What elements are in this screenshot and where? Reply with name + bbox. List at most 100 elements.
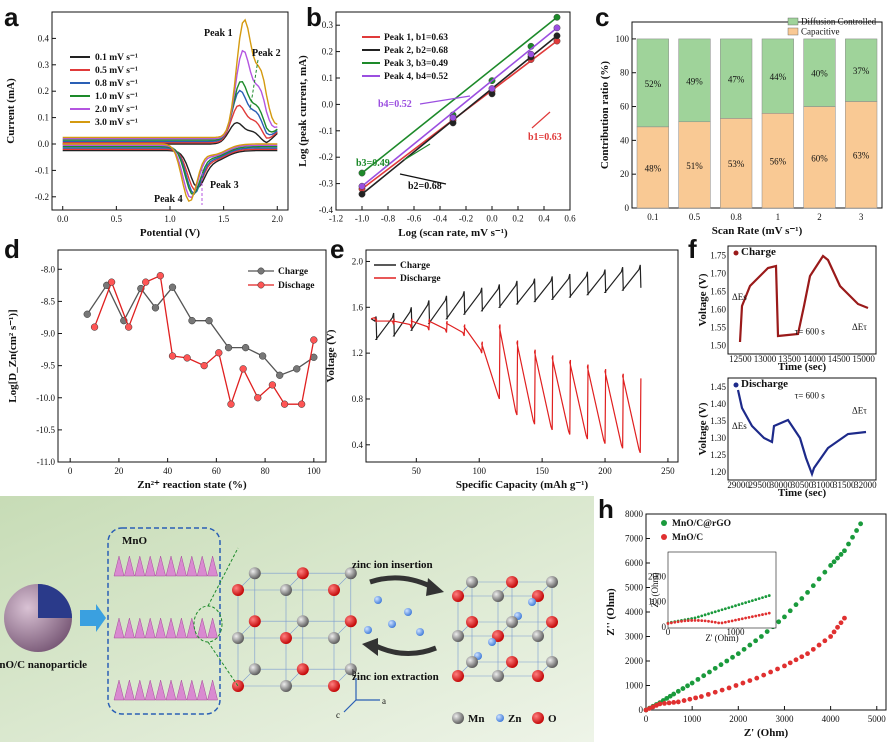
panel-f-top-curve xyxy=(738,254,869,343)
panel-h-point xyxy=(675,699,681,705)
panel-a-ytick-label: 0.3 xyxy=(38,60,50,70)
panel-g-o-atom xyxy=(280,632,292,644)
panel-h-inset-point xyxy=(754,614,758,618)
panel-g-octahedron xyxy=(124,617,135,639)
panel-b-point xyxy=(358,190,366,198)
panel-h-point xyxy=(822,638,828,644)
panel-h-inset-point xyxy=(703,619,707,623)
panel-c-legend-label: Capacitive xyxy=(801,27,839,37)
panel-f-top-xtick-label: 13500 xyxy=(778,354,801,364)
panel-h-point xyxy=(810,646,816,652)
panel-g-nanoparticle-cut xyxy=(38,584,72,618)
panel-h-point xyxy=(753,638,759,644)
panel-h-point xyxy=(671,700,677,705)
panel-a-cv-chart: 0.0 0.5 1.0 1.5 2.0 -0.2 -0.1 0.0 0.1 0.2 0.3 0.4 Po… xyxy=(5,11,289,239)
panel-h-inset-point xyxy=(676,620,680,624)
panel-a-xtick-label: 2.0 xyxy=(272,214,284,224)
panel-h-inset-xtick: 0 xyxy=(666,627,671,637)
panel-g-mno-label: MnO xyxy=(122,535,148,547)
panel-h-inset-xlabel: Z' (Ohm) xyxy=(705,633,738,643)
panel-g-octahedron xyxy=(155,679,166,701)
panel-h-inset-ytick: 2000 xyxy=(648,571,667,581)
panel-b-ylabel: Log (peak current, mA) xyxy=(297,55,309,167)
panel-c-bar-capacitive xyxy=(720,118,753,209)
panel-g-mn-atom xyxy=(232,632,244,644)
panel-b-point xyxy=(449,114,457,122)
panel-d-ytick-label: -8.5 xyxy=(41,296,56,306)
panel-h-inset-point xyxy=(717,621,721,625)
panel-h-point xyxy=(854,528,859,533)
panel-b-point xyxy=(553,24,561,32)
panel-d-point xyxy=(241,343,250,352)
panel-h-point xyxy=(689,680,695,686)
panel-f-top-legend-label: Charge xyxy=(741,246,776,258)
panel-h-inset-point xyxy=(727,606,731,610)
panel-c-ytick-label: 100 xyxy=(616,34,630,44)
panel-g-octahedron xyxy=(113,679,125,701)
panel-c-bar-capacitive xyxy=(636,126,669,209)
panel-d-point xyxy=(151,304,160,312)
panel-g-free-zn-ion xyxy=(388,620,396,628)
panel-h-point xyxy=(846,541,851,547)
panel-f-top-xtick-label: 12500 xyxy=(729,354,752,364)
panel-g-o-atom xyxy=(506,576,518,588)
panel-h-ytick-label: 0 xyxy=(639,705,644,715)
panel-d-point xyxy=(142,278,150,286)
panel-a-xtick-label: 0.5 xyxy=(111,214,123,224)
panel-f-top-ytick-label: 1.65 xyxy=(710,287,726,297)
panel-a-ytick-label: 0.2 xyxy=(38,86,49,96)
panel-a-series-3-cathodic xyxy=(62,147,278,195)
panel-h-point xyxy=(707,669,712,675)
panel-b-annot-arrow xyxy=(399,173,447,185)
panel-letter-a: a xyxy=(4,2,19,32)
panel-b-xtick-label: 0.2 xyxy=(512,214,523,224)
panel-c-bar-diffusion xyxy=(636,38,669,128)
panel-f-bottom-xtick-label: 31000 xyxy=(812,480,835,490)
panel-a-xtick-label: 1.5 xyxy=(218,214,230,224)
panel-g-legend-o: O xyxy=(548,713,557,725)
panel-g-legend-o-marker xyxy=(532,712,544,724)
panel-d-series-line-1 xyxy=(86,283,315,377)
panel-b-annot-arrow xyxy=(419,95,471,105)
panel-g-legend-zn-marker xyxy=(496,714,504,722)
panel-h-point xyxy=(695,676,701,682)
panel-f-top-tau-label: τ= 600 s xyxy=(795,327,826,337)
panel-b-xtick-label: 0.6 xyxy=(564,214,576,224)
panel-g-mn-atom xyxy=(546,576,558,588)
panel-f-bottom-xtick-label: 29500 xyxy=(748,480,771,490)
panel-b-point xyxy=(488,85,496,92)
panel-g-extraction-arrow xyxy=(374,643,437,656)
panel-g-octahedron xyxy=(196,555,208,577)
panel-h-point xyxy=(787,660,793,666)
panel-g-legend-mn-marker xyxy=(452,712,464,724)
panel-d-point xyxy=(280,400,289,408)
panel-d-point xyxy=(276,371,284,379)
panel-g-o-atom xyxy=(466,616,478,628)
panel-h-inset-ytick: 1000 xyxy=(648,597,667,607)
panel-d-ytick-label: -9.0 xyxy=(41,329,56,339)
panel-h-point xyxy=(828,563,834,568)
panel-g-zoom-line xyxy=(207,547,239,607)
panel-c-xtick-label: 1 xyxy=(776,212,781,222)
panel-h-inset-point xyxy=(713,620,717,624)
panel-b-xtick-label: -0.2 xyxy=(459,214,473,224)
panel-f-bottom-xtick-label: 30000 xyxy=(770,480,793,490)
panel-h-inset-point xyxy=(730,605,734,609)
panel-d-xtick-label: 100 xyxy=(307,466,321,476)
panel-c-axes-frame xyxy=(631,21,883,209)
panel-f-top-ytick-label: 1.60 xyxy=(710,305,726,315)
panel-letter-d: d xyxy=(4,234,20,264)
panel-g-octahedron xyxy=(207,617,218,639)
panel-e-xlabel: Specific Capacity (mAh g⁻¹) xyxy=(456,479,589,491)
panel-h-legend-label: MnO/C@rGO xyxy=(672,519,731,529)
panel-g-octahedron xyxy=(196,679,208,701)
panel-g-o-atom xyxy=(492,630,504,642)
panel-g-extraction-label: zinc ion extraction xyxy=(352,671,439,683)
panel-g-o-atom xyxy=(546,616,558,628)
panel-b-ytick-label: 0.1 xyxy=(322,73,333,83)
panel-h-inset-point xyxy=(737,618,741,621)
panel-h-inset-point xyxy=(703,613,707,617)
panel-d-point xyxy=(297,400,306,408)
panel-g-insertion-arrow xyxy=(369,575,432,589)
